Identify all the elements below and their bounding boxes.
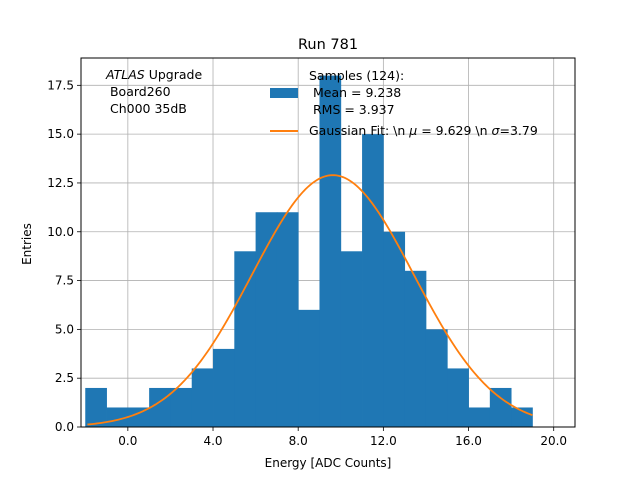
histogram-bar <box>149 387 171 427</box>
histogram-bar <box>340 251 363 427</box>
legend-fit-mid: = 9.629 \n <box>417 123 491 138</box>
x-tick-label: 8.0 <box>289 434 308 448</box>
legend-samples-line-2: Mean = 9.238 <box>309 85 401 100</box>
legend-fit-prefix: Gaussian Fit: \n <box>309 123 409 138</box>
histogram-bar <box>170 387 193 427</box>
y-tick-label: 10.0 <box>47 225 74 239</box>
y-tick-label: 15.0 <box>47 127 74 141</box>
atlas-annotation: ATLAS Upgrade Board260 Ch000 35dB <box>105 67 202 116</box>
histogram-bar <box>234 251 257 427</box>
annotation-line-3: Ch000 35dB <box>106 101 187 116</box>
histogram-bar <box>425 329 448 427</box>
annotation-atlas: ATLAS <box>105 67 145 82</box>
y-axis-label: Entries <box>20 223 34 265</box>
gaussian-fit <box>87 174 533 426</box>
histogram-bar <box>255 212 278 427</box>
histogram-bar <box>319 75 342 428</box>
histogram-bar <box>447 368 469 427</box>
x-axis-label: Energy [ADC Counts] <box>265 456 392 470</box>
x-tick-label: 0.0 <box>118 434 137 448</box>
y-tick-label: 7.5 <box>55 274 74 288</box>
histogram-bar <box>298 309 320 427</box>
histogram-bars <box>85 75 533 428</box>
plot-frame <box>80 57 576 428</box>
histogram-bar <box>191 368 214 427</box>
legend-fit-label: Gaussian Fit: \n μ = 9.629 \n σ=3.79 <box>309 123 538 138</box>
histogram-bar <box>468 407 491 427</box>
x-tick-label: 20.0 <box>540 434 567 448</box>
annotation-line-2: Board260 <box>106 84 171 99</box>
y-ticks: 0.0 2.5 5.0 7.5 10.0 12.5 15.0 17.5 <box>47 78 81 434</box>
legend: Samples (124): Mean = 9.238 RMS = 3.937 … <box>270 68 538 138</box>
histogram-bar <box>404 270 427 427</box>
x-ticks: 0.0 4.0 8.0 12.0 16.0 20.0 <box>118 427 567 448</box>
y-tick-label: 17.5 <box>47 78 74 92</box>
y-tick-label: 12.5 <box>47 176 74 190</box>
y-tick-label: 2.5 <box>55 371 74 385</box>
x-tick-label: 16.0 <box>455 434 482 448</box>
histogram-bar <box>213 348 235 427</box>
legend-fit-suffix: =3.79 <box>499 123 537 138</box>
y-tick-label: 5.0 <box>55 322 74 336</box>
legend-samples-line-1: Samples (124): <box>309 68 404 83</box>
annotation-line-1: ATLAS Upgrade <box>105 67 202 82</box>
fit-curve <box>87 174 533 426</box>
chart-title: Run 781 <box>298 37 358 53</box>
legend-fit-sigma: σ <box>492 123 501 138</box>
legend-samples-swatch <box>270 88 298 98</box>
legend-samples-line-3: RMS = 3.937 <box>309 102 395 117</box>
x-tick-label: 12.0 <box>370 434 397 448</box>
histogram-bar <box>383 231 406 427</box>
annotation-upgrade: Upgrade <box>145 67 203 82</box>
histogram-bar <box>127 407 150 427</box>
legend-fit-mu: μ <box>408 123 417 138</box>
x-tick-label: 4.0 <box>203 434 222 448</box>
histogram-bar <box>106 407 129 427</box>
histogram-bar <box>276 212 299 427</box>
y-tick-label: 0.0 <box>55 420 74 434</box>
histogram-bar <box>362 134 384 427</box>
histogram-bar <box>489 387 512 427</box>
histogram-bar <box>85 387 107 427</box>
